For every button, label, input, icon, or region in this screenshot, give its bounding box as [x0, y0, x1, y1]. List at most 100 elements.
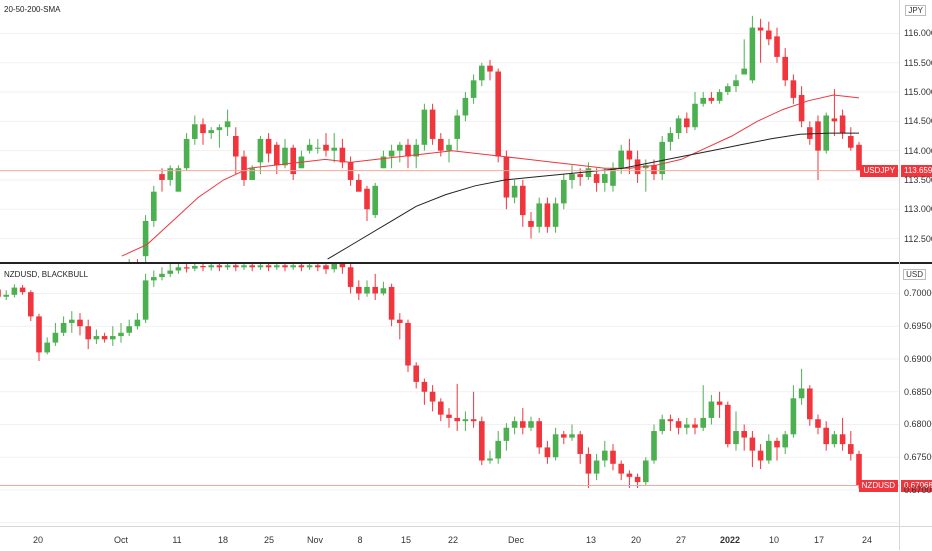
- candle: [593, 174, 600, 183]
- price-tick-label: 115.500: [904, 57, 932, 68]
- sma-50-line: [327, 132, 859, 260]
- candle: [175, 168, 182, 192]
- candle: [716, 401, 723, 405]
- candle: [142, 220, 149, 257]
- candle: [725, 404, 731, 445]
- candle: [495, 71, 501, 157]
- candle: [290, 147, 296, 175]
- nzdusd-pane[interactable]: NZDUSD, BLACKBULL USD NZDUSD 0.67068 0.7…: [0, 264, 932, 526]
- candle: [339, 147, 346, 163]
- sma-20-line: [121, 94, 860, 257]
- currency-label[interactable]: USD: [903, 269, 926, 280]
- time-tick-label: 22: [447, 535, 459, 545]
- candle: [667, 133, 674, 142]
- usdjpy-chart[interactable]: [0, 0, 932, 286]
- candle: [216, 265, 223, 268]
- candle: [733, 80, 739, 87]
- usdjpy-pane[interactable]: 20-50-200-SMA 🔒︎ JPY USDJPY 113.659 116.…: [0, 0, 932, 286]
- candle: [757, 27, 764, 31]
- candle: [675, 421, 682, 428]
- candle: [815, 419, 821, 428]
- candle: [610, 450, 616, 464]
- candle: [544, 203, 551, 227]
- candle: [839, 434, 846, 445]
- time-tick-label: 13: [585, 535, 597, 545]
- candle: [274, 265, 280, 268]
- candle: [577, 174, 583, 178]
- candle: [807, 127, 813, 139]
- candle: [306, 144, 313, 151]
- candle: [561, 179, 567, 204]
- time-tick-label: 17: [813, 535, 825, 545]
- candle: [216, 127, 223, 131]
- candle: [766, 30, 772, 40]
- candle: [52, 332, 59, 343]
- candle: [118, 332, 124, 337]
- candle: [151, 191, 157, 221]
- candle: [470, 419, 477, 422]
- candle: [520, 185, 526, 216]
- candle: [397, 319, 403, 323]
- candle: [298, 265, 305, 268]
- time-tick-label: 2022: [719, 535, 741, 545]
- candle: [405, 144, 411, 157]
- candle: [356, 286, 362, 294]
- candle: [36, 316, 42, 353]
- candle: [692, 103, 698, 128]
- candle: [249, 265, 255, 268]
- candle: [708, 401, 715, 418]
- candle: [233, 136, 239, 157]
- price-tick-label: 0.67000: [904, 484, 932, 495]
- candle: [233, 265, 239, 268]
- candle: [323, 144, 329, 151]
- candle: [470, 80, 477, 98]
- time-tick-label: Oct: [113, 535, 129, 545]
- candle: [585, 453, 592, 474]
- candle: [274, 144, 280, 166]
- currency-label[interactable]: JPY: [905, 5, 926, 16]
- candle: [224, 121, 231, 128]
- candle: [741, 68, 747, 75]
- candle: [446, 414, 452, 418]
- time-tick-label: 8: [357, 535, 363, 545]
- time-axis[interactable]: 20 Oct 11 18 25 Nov 8 15 22 Dec 13 20 27 2022 10 17 24: [0, 526, 932, 551]
- candle: [684, 424, 690, 428]
- candle: [479, 65, 485, 81]
- candle: [700, 97, 706, 104]
- candle: [3, 294, 9, 297]
- candle: [766, 440, 772, 461]
- candle: [364, 286, 370, 294]
- candle: [536, 203, 542, 227]
- candle: [774, 36, 780, 57]
- candle: [413, 365, 419, 382]
- candle: [19, 287, 26, 293]
- candle: [511, 185, 518, 198]
- nzdusd-chart[interactable]: [0, 264, 932, 526]
- candle: [208, 265, 214, 268]
- price-tick-label: 112.500: [904, 233, 932, 244]
- candle: [257, 265, 264, 268]
- candle: [782, 56, 788, 81]
- candle: [282, 147, 288, 166]
- candle: [315, 265, 321, 268]
- candle: [372, 185, 378, 216]
- candle: [134, 319, 141, 327]
- candle: [167, 270, 173, 274]
- candle: [224, 265, 231, 268]
- pane-divider[interactable]: [0, 262, 932, 264]
- candle: [798, 388, 805, 399]
- candle: [44, 342, 50, 353]
- candle: [536, 421, 542, 448]
- price-axis-border: [899, 0, 900, 550]
- candle: [28, 292, 34, 317]
- candle: [265, 138, 272, 154]
- candle: [798, 94, 805, 122]
- candle: [610, 168, 616, 186]
- time-tick-label: Nov: [306, 535, 324, 545]
- price-tick-label: 115.000: [904, 87, 932, 98]
- candle: [290, 265, 296, 268]
- candle: [651, 431, 657, 461]
- candle: [856, 144, 862, 171]
